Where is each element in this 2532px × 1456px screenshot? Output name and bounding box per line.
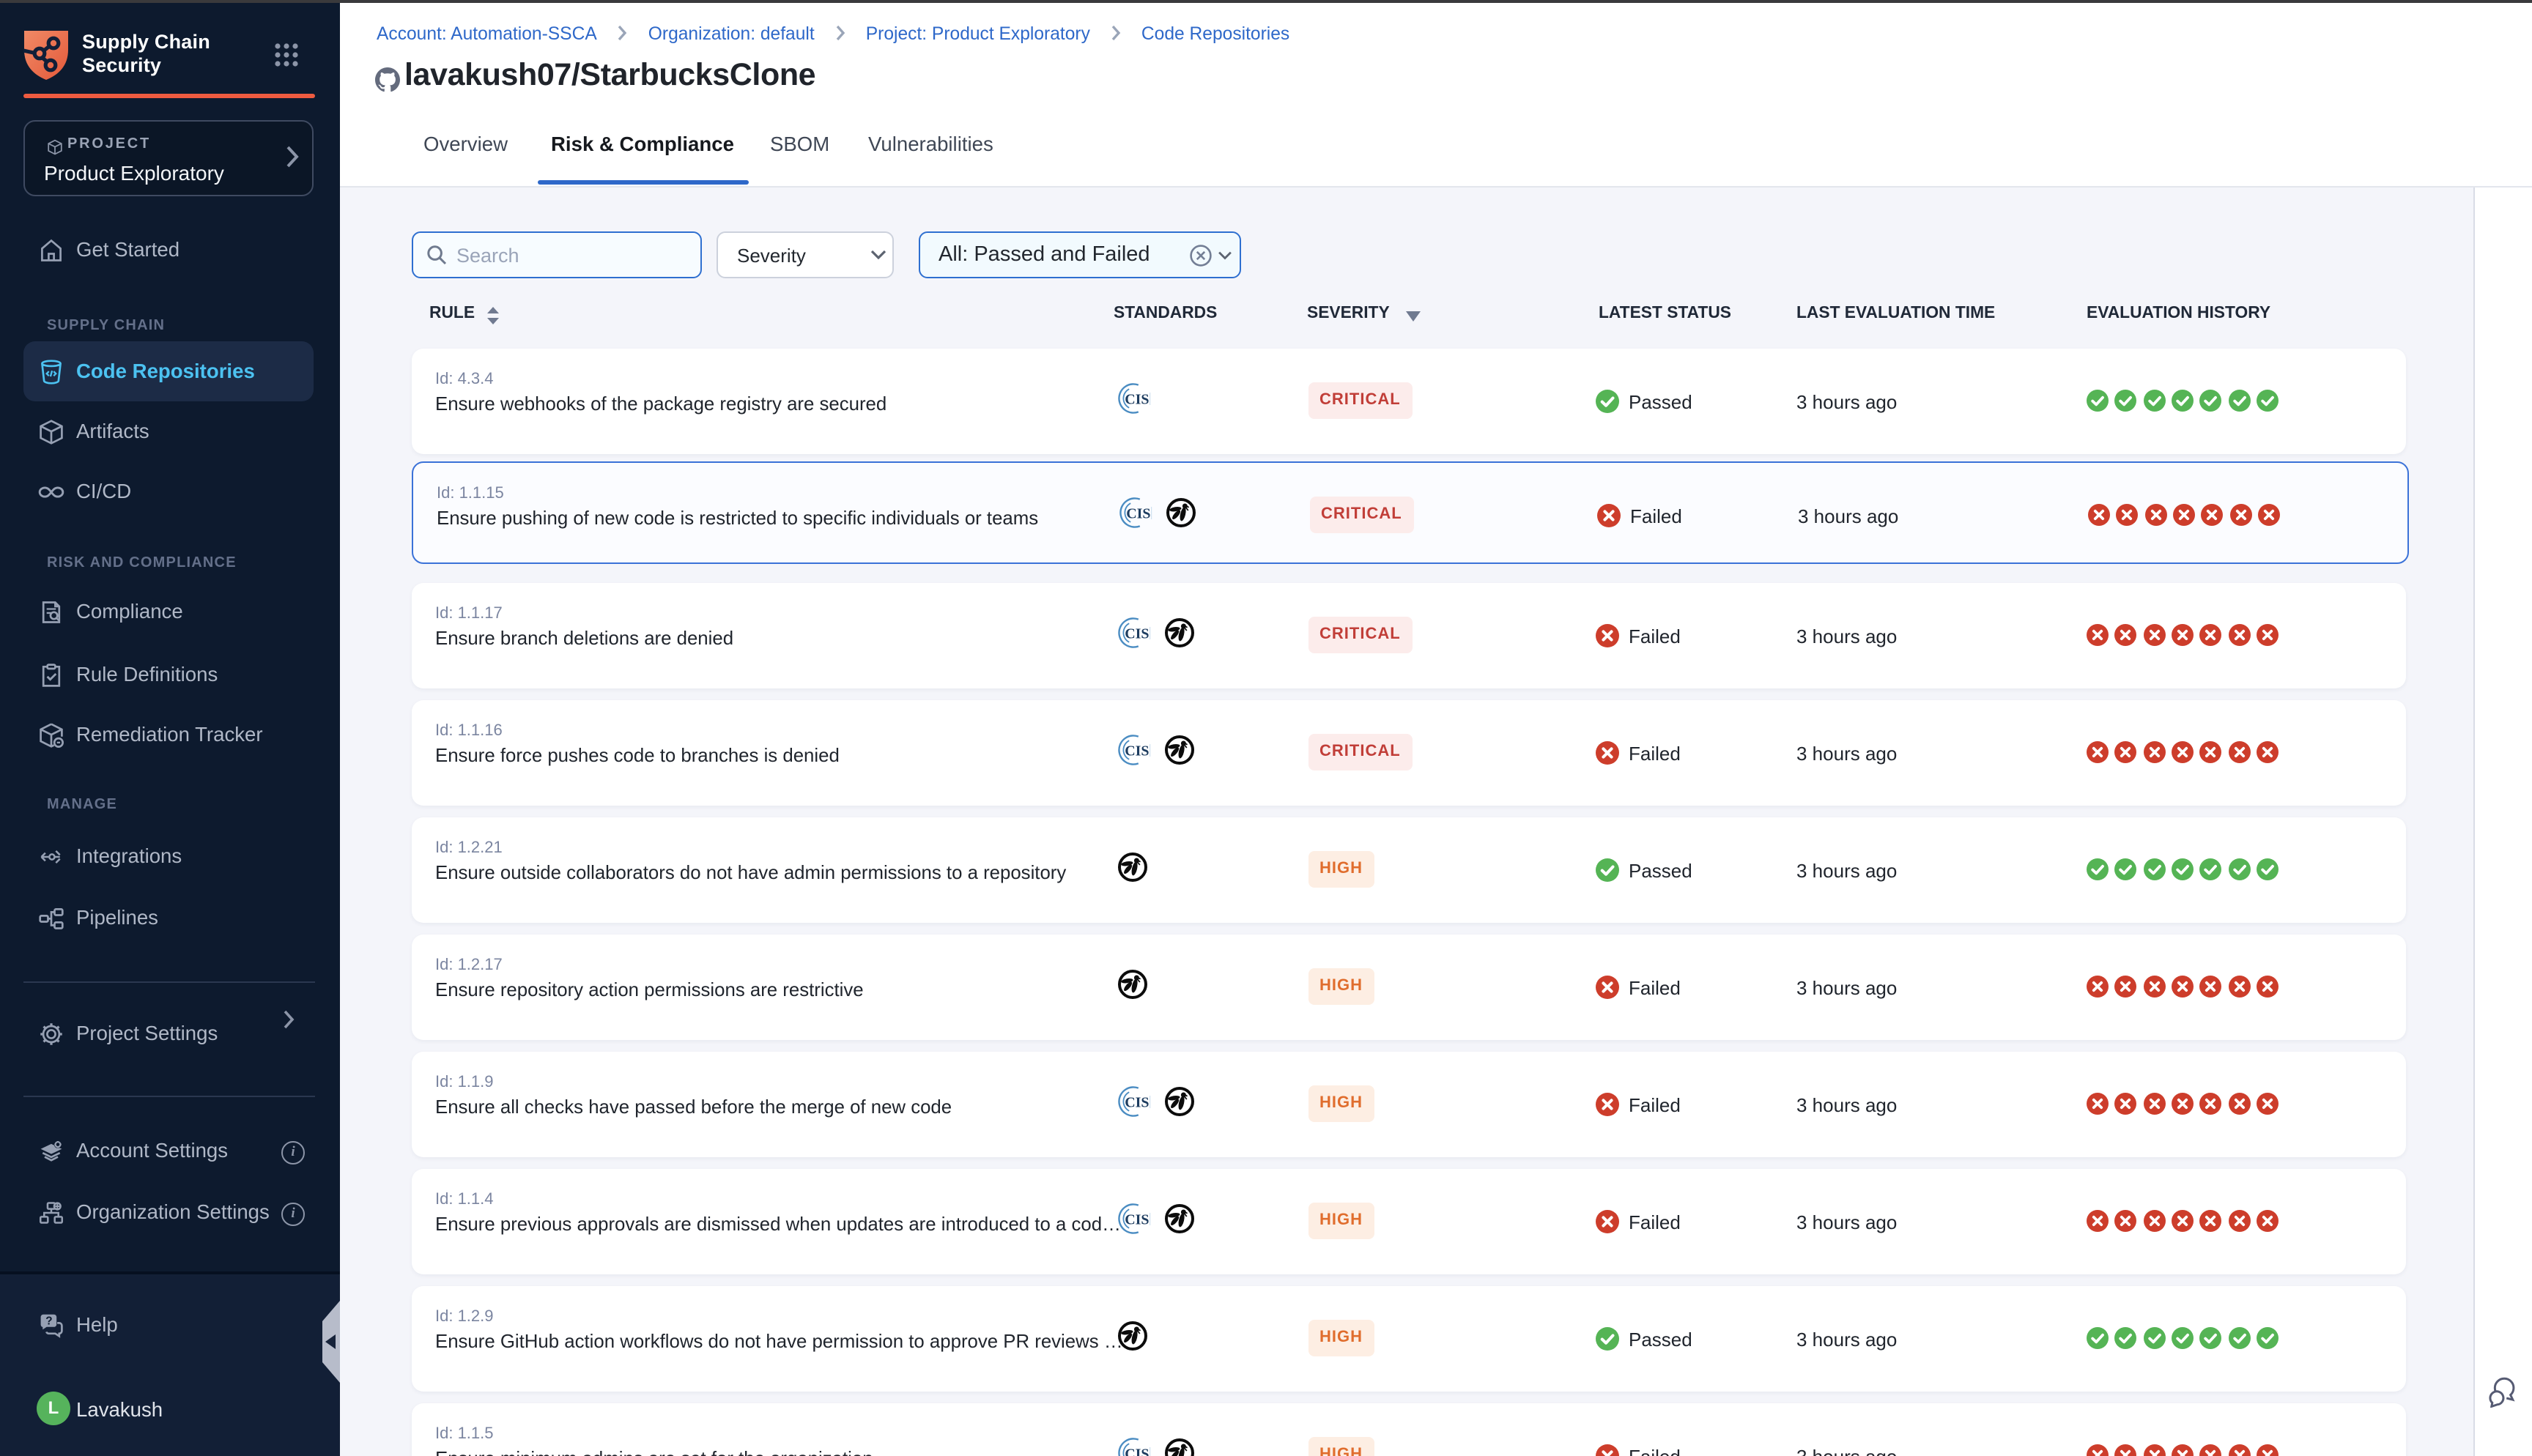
svg-text:?: ? [45, 1315, 52, 1328]
